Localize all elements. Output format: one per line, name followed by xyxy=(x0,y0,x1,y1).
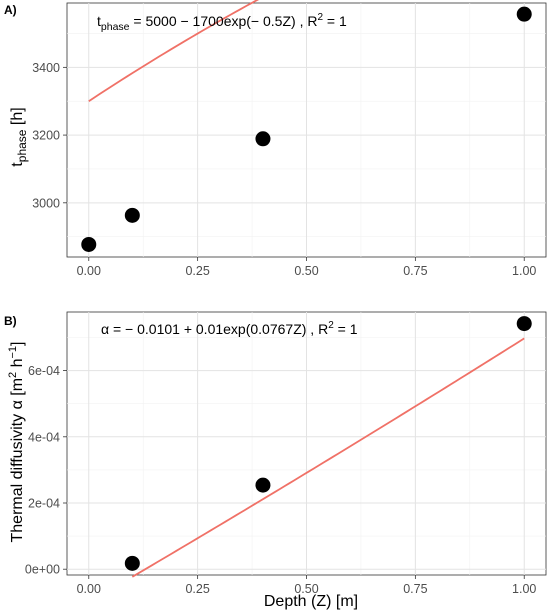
data-point xyxy=(124,555,140,571)
data-point xyxy=(81,236,97,252)
panel-b-tag: B) xyxy=(4,314,17,328)
y-tick-label: 6e-04 xyxy=(28,364,60,378)
panel-a-y-axis: 3000 3200 3400 xyxy=(32,61,67,210)
panel-b-points xyxy=(124,316,532,571)
x-tick-label: 0.00 xyxy=(77,582,101,596)
data-point xyxy=(255,477,271,493)
panel-a: A) 0.00 0.25 0.50 0.75 1.00 3000 3200 3400 tph… xyxy=(4,0,547,278)
y-tick-label: 2e-04 xyxy=(28,497,60,511)
panel-b: B) 0.00 0.25 0.50 0.75 1.00 0e+00 2e-04 4e-04 6… xyxy=(4,311,547,610)
panel-b-grid xyxy=(67,312,546,575)
x-tick-label: 0.50 xyxy=(294,582,318,596)
fit-curve xyxy=(131,337,525,578)
data-point xyxy=(255,131,271,147)
data-point xyxy=(516,6,532,22)
panel-a-x-axis: 0.00 0.25 0.50 0.75 1.00 xyxy=(77,257,536,278)
data-point xyxy=(516,316,532,332)
fit-curve xyxy=(88,0,260,102)
panel-b-y-axis: 0e+00 2e-04 4e-04 6e-04 xyxy=(25,364,67,577)
y-tick-label: 3200 xyxy=(32,129,60,143)
panel-a-equation: tphase = 5000 − 1700exp(− 0.5Z) , R2 = 1 xyxy=(97,12,347,33)
y-tick-label: 0e+00 xyxy=(25,563,60,577)
panel-b-equation: α = − 0.0101 + 0.01exp(0.0767Z) , R2 = 1 xyxy=(101,320,358,337)
panel-a-tag: A) xyxy=(4,3,17,17)
panel-a-fit-line xyxy=(88,0,260,102)
panel-b-fit-line xyxy=(131,337,525,578)
x-tick-label: 1.00 xyxy=(512,582,536,596)
x-tick-label: 0.25 xyxy=(185,582,209,596)
panel-a-points xyxy=(81,6,532,252)
x-tick-label: 1.00 xyxy=(512,264,536,278)
panel-a-grid xyxy=(67,3,546,257)
y-tick-label: 3400 xyxy=(32,61,60,75)
panel-b-x-axis-title: Depth (Z) [m] xyxy=(264,593,358,610)
panel-a-y-axis-title: tphase [h] xyxy=(9,107,29,166)
y-tick-label: 4e-04 xyxy=(28,430,60,444)
x-tick-label: 0.75 xyxy=(403,264,427,278)
x-tick-label: 0.25 xyxy=(185,264,209,278)
panel-b-y-axis-title: Thermal diffusivity α [m2 h−1] xyxy=(7,341,26,542)
x-tick-label: 0.50 xyxy=(294,264,318,278)
x-tick-label: 0.75 xyxy=(403,582,427,596)
panel-b-x-axis: 0.00 0.25 0.50 0.75 1.00 xyxy=(77,575,536,596)
data-point xyxy=(124,207,140,223)
y-tick-label: 3000 xyxy=(32,196,60,210)
x-tick-label: 0.00 xyxy=(77,264,101,278)
